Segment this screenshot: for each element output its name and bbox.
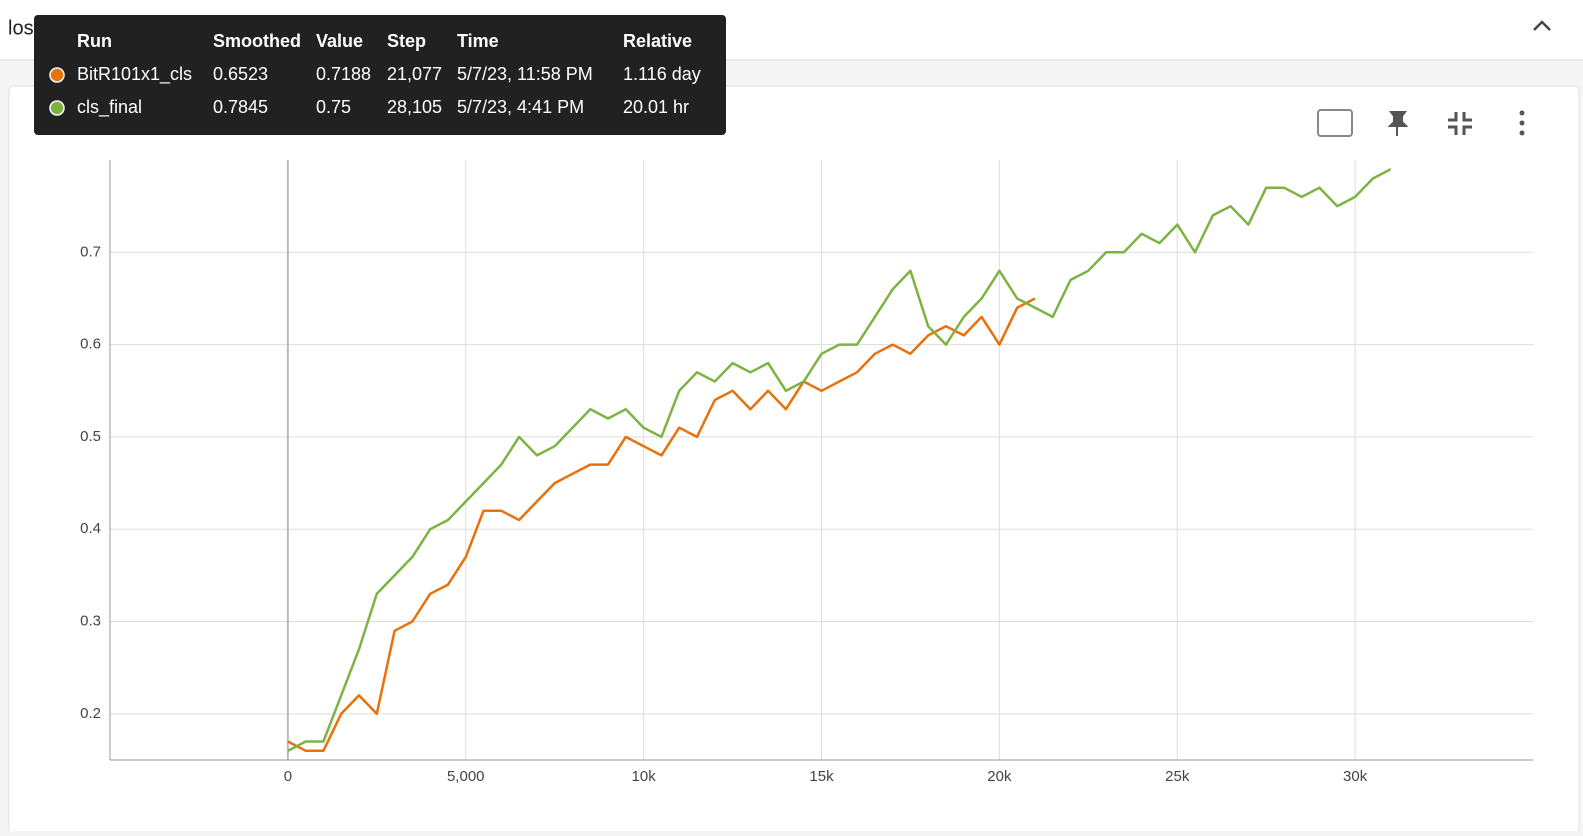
x-tick-label: 10k — [632, 768, 657, 785]
legend-swatch — [49, 100, 65, 116]
tooltip-cell: 0.6523 — [213, 64, 268, 84]
tooltip-header: Run — [77, 31, 112, 51]
y-tick-label: 0.7 — [80, 243, 101, 260]
tooltip-header: Relative — [623, 31, 692, 51]
y-tick-label: 0.3 — [80, 613, 101, 630]
tooltip-cell: cls_final — [77, 97, 142, 118]
pin-icon[interactable] — [1387, 111, 1409, 136]
card — [8, 85, 1580, 836]
toolbar — [1317, 109, 1525, 137]
x-tick-label: 0 — [284, 768, 292, 785]
legend-swatch — [49, 67, 65, 83]
y-tick-label: 0.6 — [80, 336, 101, 353]
tooltip-cell: 1.116 day — [623, 64, 701, 84]
tooltip-header: Smoothed — [213, 31, 301, 51]
tooltip: Run Smoothed Value Step Time Relative BitR101x… — [34, 15, 726, 135]
tooltip-header: Step — [387, 31, 426, 51]
tooltip-cell: 21,077 — [387, 64, 442, 84]
x-tick-label: 25k — [1165, 768, 1190, 785]
x-tick-label: 20k — [987, 768, 1012, 785]
y-tick-label: 0.5 — [80, 428, 101, 445]
y-tick-label: 0.2 — [80, 705, 101, 722]
tooltip-cell: 5/7/23, 11:58 PM — [457, 64, 593, 84]
tooltip-cell: BitR101x1_cls — [77, 64, 192, 85]
x-tick-label: 5,000 — [447, 768, 485, 785]
more-icon[interactable] — [1519, 110, 1525, 136]
series-line — [287, 297, 1036, 753]
x-tick-label: 30k — [1343, 768, 1368, 785]
tooltip-cell: 28,105 — [387, 97, 442, 117]
collapse-chart-icon[interactable] — [1448, 112, 1472, 135]
tooltip-cell: 20.01 hr — [623, 97, 689, 117]
tooltip-header: Time — [457, 31, 499, 51]
series-line — [287, 168, 1392, 752]
tooltip-cell: 0.7845 — [213, 97, 268, 117]
tooltip-cell: 0.75 — [316, 97, 351, 117]
collapse-icon[interactable] — [1533, 20, 1551, 31]
tooltip-box — [34, 15, 726, 135]
fit-icon[interactable] — [1317, 109, 1353, 137]
y-tick-label: 0.4 — [80, 520, 101, 537]
tooltip-cell: 5/7/23, 4:41 PM — [457, 97, 584, 117]
x-tick-label: 15k — [809, 768, 834, 785]
tooltip-header: Value — [316, 31, 363, 51]
tooltip-cell: 0.7188 — [316, 64, 371, 84]
plot: 0.2 0.3 0.4 0.5 0.6 0.7 0 5,000 10k 15k 20k 25k 30k — [80, 160, 1533, 785]
